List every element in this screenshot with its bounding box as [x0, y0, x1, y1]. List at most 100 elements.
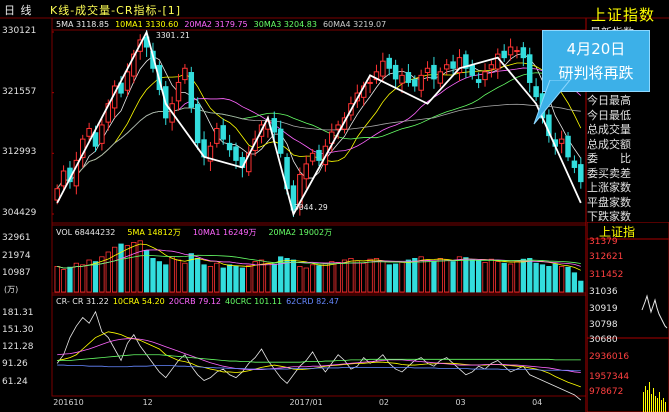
ma-legend-item-3: 30MA3 3204.83	[253, 20, 317, 29]
period-label[interactable]: 日 线	[4, 4, 33, 17]
candle-66	[475, 72, 482, 89]
volume-bar-66	[476, 260, 482, 293]
price-ma-line-30	[56, 72, 582, 189]
side-info-list: 今日最高 今日最低 总成交量 总成交额委 比委买卖差 上涨家数 平盘家数 下跌家数	[587, 94, 631, 225]
volume-bar-30	[246, 265, 252, 293]
price-tick-2: 321557	[2, 86, 37, 97]
volume-bar-38	[297, 265, 303, 293]
mini-label-8: 1957344	[589, 372, 630, 382]
volume-bar-27	[226, 264, 233, 293]
mini-label-1: 312621	[589, 252, 624, 262]
side-info-item-4: 委 比	[587, 152, 631, 165]
volume-bar-72	[514, 261, 520, 293]
ma-legend-item-0: 5MA 3118.85	[56, 20, 110, 29]
date-tick-2: 2017/01	[289, 398, 323, 407]
cr-legend-item-1: 10CRA 54.20	[112, 297, 165, 306]
candle-40	[309, 149, 316, 166]
volume-bar-36	[284, 257, 290, 293]
volume-bar-24	[207, 265, 214, 293]
candle-60	[437, 67, 444, 88]
candle-35	[277, 120, 284, 158]
volume-bar-14	[143, 249, 150, 293]
volume-bar-33	[265, 262, 271, 293]
volume-bar-52	[386, 264, 392, 293]
callout-message: 研判将再跌	[558, 64, 634, 82]
price-ma-line-10	[56, 62, 582, 189]
price-ma-line-60	[56, 103, 581, 189]
volume-bar-68	[488, 258, 495, 293]
volume-bar-1	[60, 269, 67, 293]
volume-bar-70	[501, 262, 507, 293]
cr-legend-item-3: 40CRC 101.11	[225, 297, 283, 306]
cr-tick-0: 61.24	[2, 376, 28, 387]
price-ma-line-5	[56, 52, 582, 189]
candle-64	[463, 50, 469, 79]
candle-7	[99, 116, 105, 151]
volume-bar-57	[418, 256, 424, 293]
side-info-item-6: 上涨家数	[587, 181, 631, 194]
volume-bar-2	[67, 266, 73, 293]
volume-bar-50	[373, 257, 380, 293]
side-info-item-7: 平盘家数	[587, 195, 631, 209]
volume-bar-48	[361, 262, 367, 293]
volume-bar-56	[412, 257, 418, 293]
volume-bar-31	[252, 261, 258, 293]
vol-legend-item-3: 20MA2 19002万	[268, 228, 333, 237]
volume-bar-78	[552, 263, 558, 293]
volume-bar-62	[450, 261, 456, 293]
candle-49	[367, 76, 373, 94]
mini-label-7: 2936016	[589, 352, 630, 362]
callout-pointer	[533, 80, 571, 125]
volume-bar-13	[137, 240, 143, 293]
side-info-item-5: 委买卖差	[587, 166, 631, 180]
zigzag-trend-line	[56, 29, 582, 217]
candle-74	[526, 47, 533, 93]
candle-55	[405, 64, 412, 87]
volume-bar-41	[316, 265, 322, 293]
candle-75	[533, 78, 539, 101]
mini-label-5: 30798	[589, 320, 618, 330]
candle-80	[565, 132, 571, 162]
candle-54	[399, 68, 405, 94]
cr-line-CRB	[57, 338, 581, 373]
volume-bar-47	[354, 260, 360, 293]
candle-68	[488, 60, 495, 78]
cr-tick-2: 121.28	[2, 342, 34, 353]
candle-59	[431, 56, 437, 89]
volume-bar-16	[156, 261, 162, 293]
volume-bar-63	[456, 256, 463, 293]
volume-bar-58	[424, 259, 431, 293]
volume-bar-74	[527, 257, 533, 293]
ma-legend-item-2: 20MA2 3179.75	[184, 20, 248, 29]
index-name-label: 上证指数	[591, 6, 656, 24]
cr-line-CRC	[57, 354, 581, 363]
volume-bar-59	[431, 261, 437, 293]
title-bar: 日 线 K线-成交量-CR指标-[1]	[0, 0, 669, 18]
volume-bar-15	[150, 257, 156, 293]
volume-bar-40	[309, 264, 316, 293]
cr-panel-frame	[51, 294, 587, 397]
volume-bar-80	[565, 266, 571, 293]
volume-bar-53	[392, 263, 399, 293]
side-info-item-0: 今日最高	[587, 94, 631, 107]
cr-line-CR	[56, 310, 582, 401]
cr-line-CRD	[57, 364, 581, 372]
cr-legend: CR- CR 31.22 10CRA 54.20 20CRB 79.12 40CRC …	[56, 297, 343, 306]
volume-bar-9	[112, 246, 118, 293]
candle-67	[482, 63, 488, 87]
mini-panel-title: 上证指	[599, 225, 636, 239]
volume-bar-76	[539, 264, 546, 293]
mini-index-line	[641, 294, 668, 329]
vol-legend-item-0: VOL 68444232	[56, 228, 116, 237]
volume-tick-0: 10987	[2, 268, 31, 279]
volume-bar-61	[444, 259, 450, 293]
cr-tick-1: 91.26	[2, 359, 28, 370]
volume-bar-43	[329, 261, 335, 293]
volume-bar-77	[546, 265, 552, 293]
price-tick-1: 312993	[2, 147, 37, 158]
candle-39	[303, 155, 309, 189]
mini-label-0: 31379	[589, 237, 618, 247]
volume-tick-1: 21974	[2, 250, 31, 261]
volume-bar-73	[520, 258, 526, 293]
volume-bar-28	[233, 265, 239, 293]
